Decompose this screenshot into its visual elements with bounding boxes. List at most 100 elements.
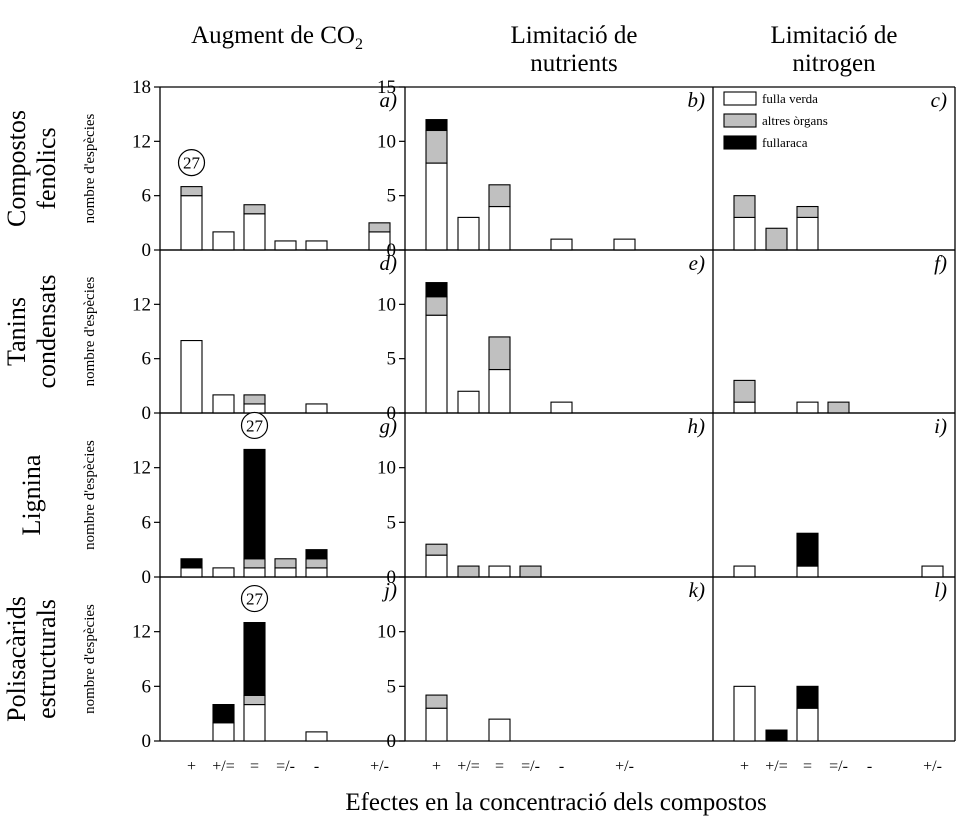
x-tick-label: +/= — [457, 758, 480, 775]
y-tick-label: 6 — [142, 186, 152, 207]
y-tick-label: 5 — [387, 512, 397, 533]
bar-segment — [519, 565, 542, 578]
panel-label: e) — [689, 251, 705, 275]
row-title: condensats — [32, 274, 61, 388]
x-axis-label: Efectes en la concentració dels composto… — [345, 789, 766, 816]
panel-label: d) — [380, 251, 398, 275]
bar-segment — [180, 558, 203, 569]
x-tick-label: +/- — [370, 758, 389, 775]
bar-segment — [765, 227, 788, 251]
x-tick-label: =/- — [829, 758, 848, 775]
x-tick-label: + — [432, 758, 441, 775]
bar-segment — [425, 314, 448, 414]
x-tick-label: = — [495, 758, 504, 775]
bar-segment — [613, 238, 636, 251]
bar-segment — [457, 216, 480, 251]
bar-segment — [488, 718, 511, 742]
bar-segment — [243, 448, 266, 560]
bar-segment — [425, 543, 448, 556]
x-tick-label: - — [559, 758, 564, 775]
bar-segment — [274, 240, 297, 251]
x-tick-label: = — [803, 758, 812, 775]
bar-segment — [305, 549, 328, 560]
bar-segment — [765, 729, 788, 742]
bar-segment — [243, 558, 266, 569]
bar-segment — [243, 213, 266, 251]
panel-label: j) — [381, 578, 397, 602]
y-tick-label: 15 — [377, 77, 396, 98]
annotation-label: 27 — [246, 416, 264, 435]
column-title-text: nitrogen — [792, 50, 876, 77]
y-axis-label: nombre d'espècies — [82, 276, 98, 386]
column-title: Augment de CO2 — [191, 22, 363, 53]
bar-segment — [212, 231, 235, 251]
x-tick-label: = — [250, 758, 259, 775]
bar-segment — [488, 565, 511, 578]
y-tick-label: 10 — [377, 131, 396, 152]
column-title: Limitació de — [770, 22, 897, 49]
y-tick-label: 0 — [387, 731, 397, 752]
bar-segment — [488, 368, 511, 414]
bar-segment — [274, 558, 297, 569]
row-title: Lignina — [17, 454, 46, 535]
legend-label: fullaraca — [762, 135, 808, 150]
y-tick-label: 18 — [132, 77, 151, 98]
panel-label: h) — [688, 414, 706, 438]
bar-segment — [243, 704, 266, 742]
y-tick-label: 0 — [142, 731, 152, 752]
legend-label: fulla verda — [762, 91, 818, 106]
panel-label: c) — [931, 88, 947, 112]
legend-label: altres òrgans — [762, 113, 828, 128]
bar-segment — [733, 401, 756, 414]
bar-segment — [425, 129, 448, 164]
bar-segment — [425, 296, 448, 316]
row-title: Compostos — [2, 110, 31, 227]
legend-swatch — [723, 113, 757, 128]
bar-segment — [733, 379, 756, 403]
x-tick-label: +/= — [765, 758, 788, 775]
bar-segment — [305, 567, 328, 578]
x-tick-label: =/- — [276, 758, 295, 775]
panel-label: k) — [689, 578, 705, 602]
bar-segment — [796, 685, 819, 709]
column-title: nutrients — [530, 50, 618, 77]
annotation-label: 27 — [246, 590, 264, 609]
x-tick-label: +/- — [615, 758, 634, 775]
y-tick-label: 0 — [142, 567, 152, 588]
bar-segment — [796, 205, 819, 218]
bar-segment — [180, 195, 203, 251]
column-title-text: Augment de CO — [191, 22, 355, 49]
bar-segment — [243, 204, 266, 215]
column-title: nitrogen — [792, 50, 876, 77]
bar-segment — [796, 532, 819, 567]
y-tick-label: 5 — [387, 186, 397, 207]
bar-segment — [827, 401, 850, 414]
y-tick-label: 10 — [377, 294, 396, 315]
bar-segment — [243, 622, 266, 696]
x-tick-label: +/- — [923, 758, 942, 775]
bar-segment — [425, 282, 448, 298]
bar-segment — [796, 565, 819, 578]
y-tick-label: 12 — [132, 294, 151, 315]
annotation-circle — [177, 149, 206, 177]
x-tick-label: =/- — [521, 758, 540, 775]
bar-segment — [550, 238, 573, 251]
bar-segment — [243, 394, 266, 405]
bar-segment — [212, 394, 235, 414]
bar-segment — [733, 565, 756, 578]
y-tick-label: 12 — [132, 622, 151, 643]
y-axis-label: nombre d'espècies — [82, 604, 98, 714]
bar-segment — [921, 565, 944, 578]
column-title-subscript: 2 — [355, 36, 363, 53]
bar-segment — [425, 119, 448, 132]
bar-segment — [457, 390, 480, 414]
bar-segment — [488, 336, 511, 371]
bar-segment — [425, 707, 448, 742]
bar-segment — [274, 567, 297, 578]
y-tick-label: 5 — [387, 676, 397, 697]
y-tick-label: 6 — [142, 512, 152, 533]
y-tick-label: 6 — [142, 676, 152, 697]
bar-segment — [212, 722, 235, 742]
y-tick-label: 10 — [377, 622, 396, 643]
